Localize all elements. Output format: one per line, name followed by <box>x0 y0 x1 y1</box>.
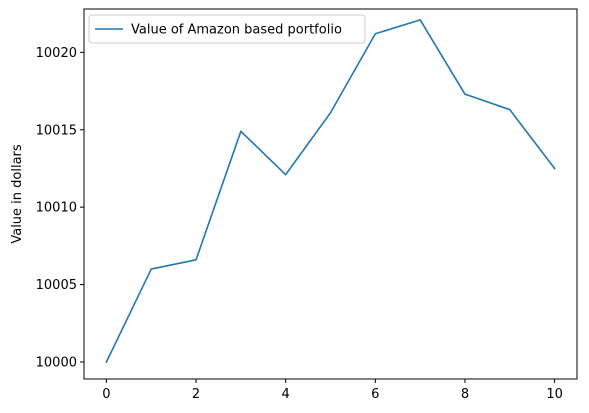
x-tick-label: 10 <box>546 387 563 402</box>
legend-entry-label: Value of Amazon based portfolio <box>131 23 342 38</box>
x-tick-label: 2 <box>192 387 200 402</box>
series-line-0 <box>105 19 556 364</box>
y-tick-label: 10005 <box>36 278 77 293</box>
y-tick-label: 10000 <box>36 355 77 370</box>
x-tick-label: 0 <box>102 387 110 402</box>
axes-frame <box>83 8 578 380</box>
y-tick-label: 10015 <box>36 123 77 138</box>
x-tick-label: 4 <box>282 387 290 402</box>
y-tick-label: 10010 <box>36 201 77 216</box>
y-axis-label: Value in dollars <box>10 144 25 244</box>
series-layer <box>105 19 556 364</box>
y-axis: 10000 10005 10010 10015 10020 <box>36 46 84 370</box>
x-tick-label: 8 <box>461 387 469 402</box>
legend-box <box>88 14 366 44</box>
x-tick-label: 6 <box>371 387 379 402</box>
x-axis: 0 2 4 6 8 10 <box>102 379 563 402</box>
legend: Value of Amazon based portfolio <box>88 14 366 44</box>
y-tick-label: 10020 <box>36 46 77 61</box>
